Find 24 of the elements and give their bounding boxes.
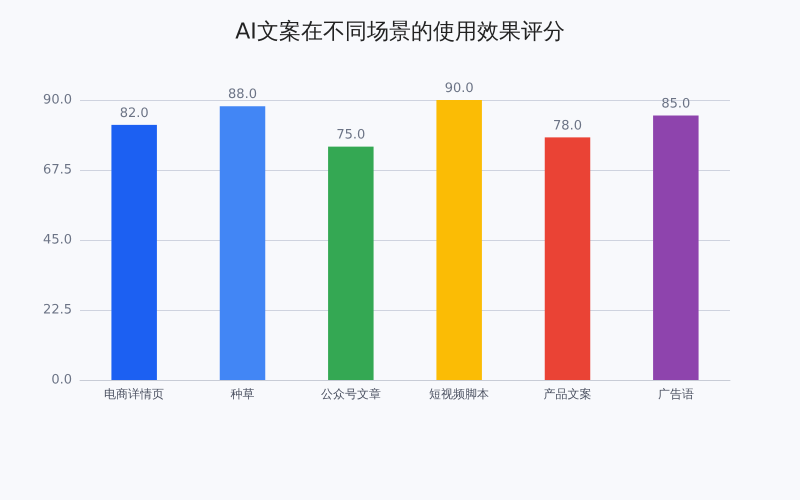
data-label: 82.0	[120, 106, 149, 121]
data-label: 88.0	[228, 87, 257, 102]
bar	[544, 137, 590, 380]
bar	[111, 124, 157, 380]
y-tick-label: 0.0	[51, 372, 72, 388]
data-label: 75.0	[336, 128, 366, 143]
data-label: 85.0	[661, 96, 690, 112]
y-tick-label: 67.5	[43, 162, 72, 178]
data-label: 90.0	[444, 81, 474, 96]
bar	[220, 106, 266, 380]
x-tick-label: 短视频脚本	[429, 387, 490, 401]
data-label: 78.0	[553, 118, 582, 134]
y-tick-label: 90.0	[43, 92, 72, 108]
chart-title: AI文案在不同场景的使用效果评分	[235, 20, 565, 44]
x-tick-label: 种草	[230, 387, 254, 401]
bar	[436, 100, 482, 380]
x-tick-label: 产品文案	[544, 387, 592, 401]
y-tick-label: 22.5	[43, 302, 72, 318]
bar	[328, 146, 374, 380]
x-tick-label: 电商详情页	[104, 387, 164, 401]
x-tick-label: 广告语	[658, 387, 694, 401]
bar	[653, 116, 699, 380]
y-tick-label: 45.0	[43, 232, 72, 248]
x-tick-label: 公众号文章	[320, 387, 381, 401]
